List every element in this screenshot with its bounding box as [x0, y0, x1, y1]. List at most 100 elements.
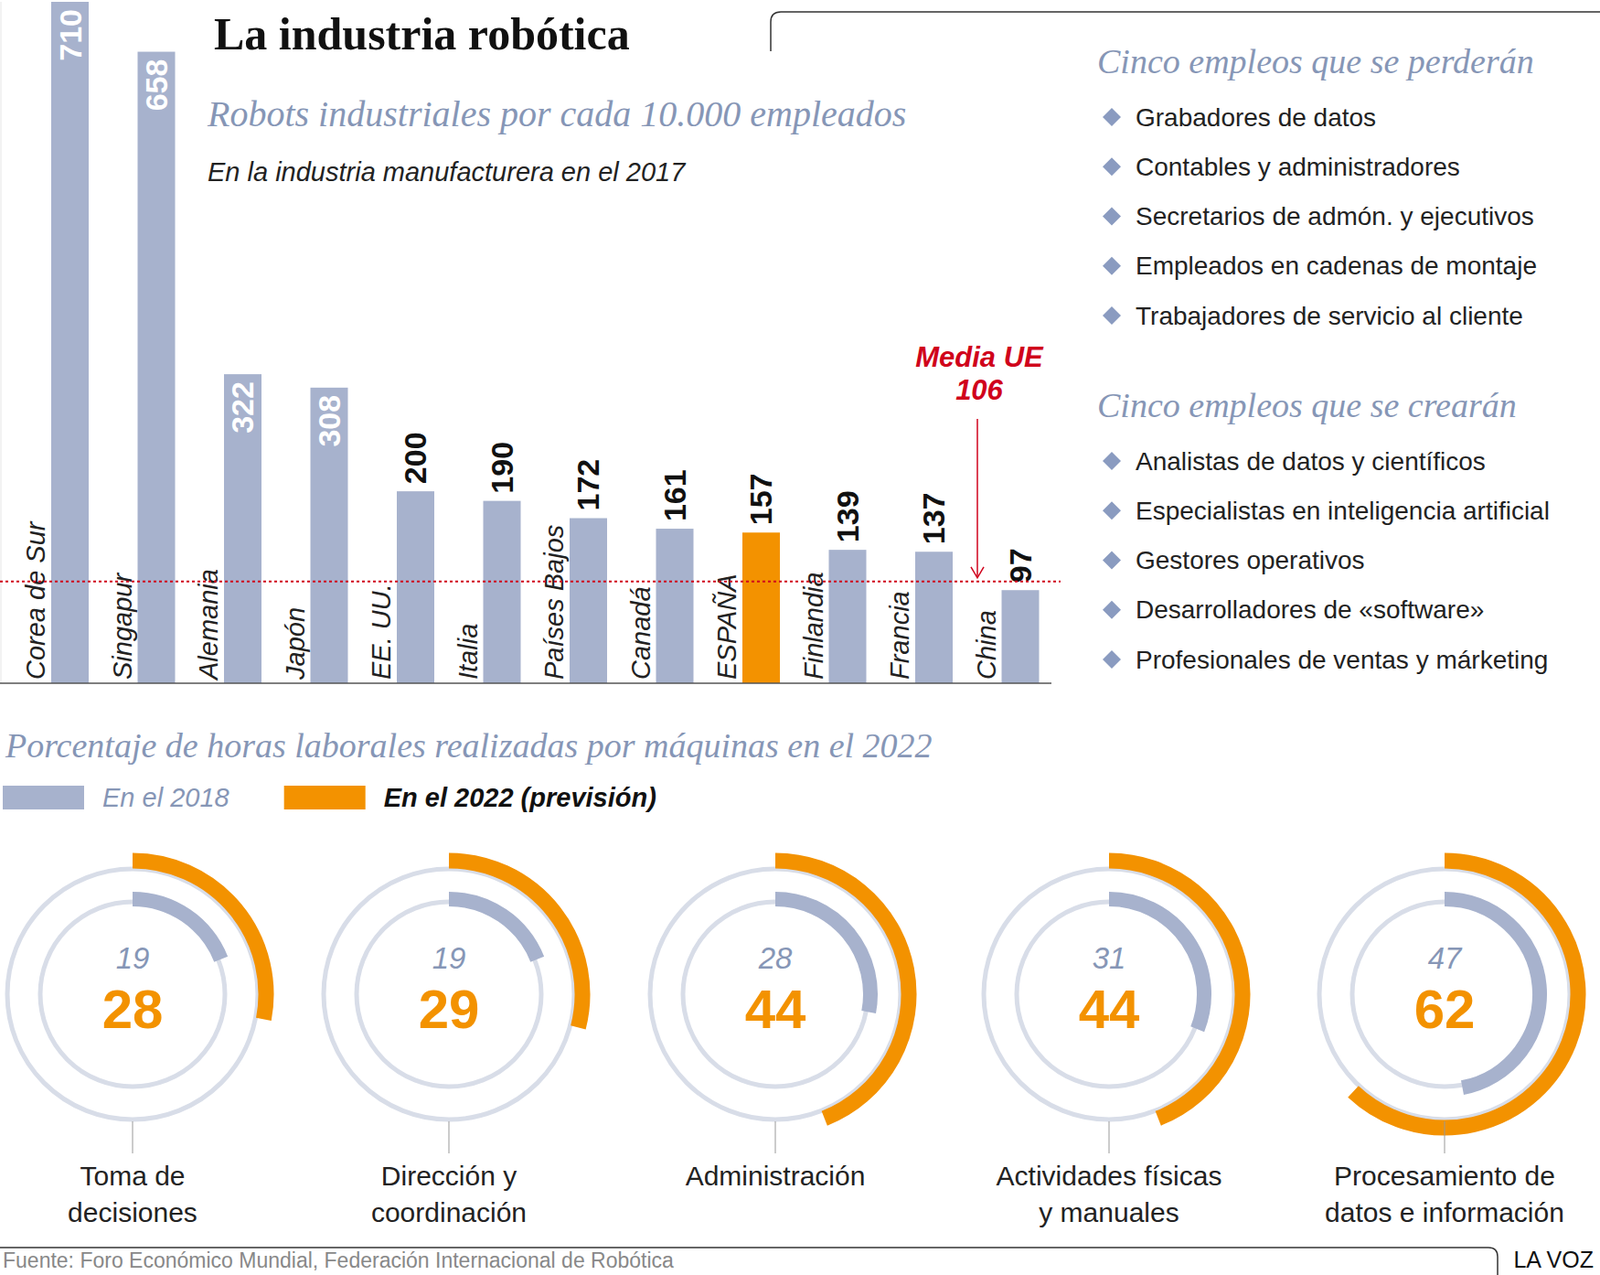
data-label: 157 [744, 473, 779, 526]
legend-swatch [284, 785, 366, 810]
list-item: Gestores operativos [1135, 545, 1366, 575]
bar [224, 373, 262, 683]
bullet [1102, 600, 1121, 619]
bullet [1102, 157, 1121, 176]
bullet [1102, 107, 1121, 127]
category-label: Administración [685, 1160, 866, 1191]
ring-track [7, 868, 258, 1120]
category-label: EE. UU. [366, 583, 396, 680]
label-tick [1444, 1120, 1446, 1153]
data-label: 190 [484, 441, 520, 494]
category-label: Dirección ycoordinación [371, 1160, 527, 1227]
list-item: Trabajadores de servicio al cliente [1135, 301, 1524, 331]
list-item: Secretarios de admón. y ejecutivos [1135, 202, 1535, 231]
bullet [1102, 501, 1121, 520]
data-label: 47 [1428, 940, 1463, 975]
ring-track [650, 868, 901, 1120]
bar [1002, 589, 1040, 683]
list-item: Especialistas en inteligencia artificial [1135, 496, 1550, 525]
data-label: 139 [830, 490, 865, 543]
data-label: 29 [418, 978, 480, 1040]
category-label: Países Bajos [539, 524, 569, 680]
arc [1353, 860, 1579, 1128]
category-label: Japón [280, 607, 310, 681]
data-label: 44 [745, 978, 807, 1040]
bar [656, 528, 694, 683]
chart-title: Robots industriales por cada 10.000 empl… [206, 93, 907, 135]
legend-label: En el 2022 (previsión) [384, 782, 657, 812]
data-label: 44 [1078, 978, 1141, 1040]
bullet [1102, 256, 1121, 276]
label-tick [132, 1120, 134, 1153]
category-label: China [971, 609, 1002, 680]
bar [569, 518, 608, 683]
category-label: Toma dedecisiones [67, 1160, 198, 1227]
category-label: Alemania [193, 568, 224, 682]
data-label: 28 [757, 940, 793, 975]
footer-line [0, 1247, 1498, 1275]
label-tick [1109, 1120, 1110, 1153]
bar [915, 551, 953, 683]
bar [829, 549, 867, 683]
legend-label: En el 2018 [102, 782, 230, 812]
label-tick [775, 1120, 777, 1153]
ring-track [983, 868, 1235, 1120]
brand: LA VOZ [1513, 1246, 1594, 1272]
arrow [976, 418, 979, 577]
category-label: Canadá [626, 586, 656, 680]
category-label: Singapur [107, 572, 138, 680]
legend-swatch [2, 785, 85, 810]
data-label: 200 [398, 431, 434, 484]
bar [138, 52, 176, 683]
page-title: La industria robótica [213, 8, 630, 60]
list-item: Empleados en cadenas de montaje [1135, 251, 1537, 280]
bullet [1102, 207, 1121, 226]
infographic: La industria robótica Robots industriales… [0, 0, 1600, 1275]
data-label: 658 [138, 59, 174, 112]
ring-track [1319, 868, 1570, 1120]
data-label: 62 [1414, 978, 1476, 1040]
data-label: 19 [432, 940, 467, 975]
chart-subtitle: En la industria manufacturera en el 2017 [207, 157, 687, 187]
list-heading: Cinco empleos que se crearán [1097, 385, 1517, 425]
label-tick [448, 1120, 450, 1153]
data-label: 308 [311, 394, 347, 448]
bullet [1102, 650, 1121, 669]
category-label: Actividades físicasy manuales [996, 1160, 1223, 1227]
annotation-value: 106 [955, 373, 1003, 406]
annotation: Media UE [915, 341, 1045, 374]
data-label: 28 [102, 978, 164, 1040]
reference-line [0, 580, 1061, 583]
list-item: Profesionales de ventas y márketing [1135, 645, 1548, 674]
category-label: ESPAÑA [711, 573, 742, 680]
list-item: Analistas de datos y científicos [1135, 447, 1486, 476]
ring-track [323, 868, 575, 1120]
data-label: 31 [1092, 940, 1127, 975]
list-item: Desarrolladores de «software» [1135, 595, 1484, 624]
category-label: Finlandia [799, 571, 829, 680]
category-label: Italia [453, 623, 483, 680]
category-label: Francia [885, 590, 915, 680]
source: Fuente: Foro Económico Mundial, Federaci… [2, 1248, 674, 1272]
data-label: 97 [1002, 547, 1038, 583]
category-label: Procesamiento dedatos e información [1324, 1160, 1565, 1227]
data-label: 710 [53, 9, 88, 62]
bar [310, 387, 349, 683]
bullet [1102, 451, 1121, 470]
bullet [1102, 551, 1121, 570]
list-item: Contables y administradores [1135, 152, 1461, 182]
data-label: 161 [657, 469, 693, 522]
data-label: 172 [571, 458, 607, 512]
bar [742, 532, 780, 683]
chart-title: Porcentaje de horas laborales realizadas… [4, 725, 933, 765]
data-label: 137 [917, 492, 952, 545]
bar [396, 490, 435, 683]
list-heading: Cinco empleos que se perderán [1097, 42, 1535, 81]
list-item: Grabadores de datos [1135, 103, 1376, 132]
category-label: Corea de Sur [21, 520, 51, 680]
x-axis [0, 682, 1052, 684]
bar [483, 501, 522, 683]
data-label: 19 [116, 940, 150, 975]
arrow-head [970, 566, 984, 578]
data-label: 322 [225, 381, 261, 434]
